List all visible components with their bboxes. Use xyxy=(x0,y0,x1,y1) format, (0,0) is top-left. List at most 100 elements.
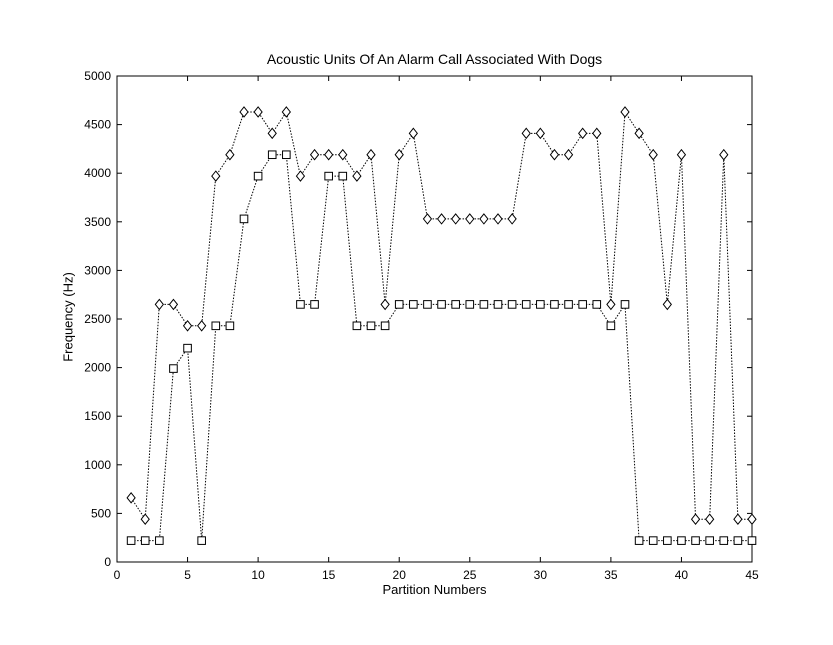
series-1-marker xyxy=(690,513,701,526)
series-1-marker xyxy=(535,127,545,140)
series-2-marker xyxy=(437,300,446,309)
series-2-marker xyxy=(634,536,644,545)
series-1-marker xyxy=(295,170,306,182)
series-2-marker xyxy=(493,300,503,309)
series-2-marker xyxy=(677,536,686,545)
series-2-marker xyxy=(521,300,531,309)
series-1-marker xyxy=(281,106,291,118)
series-2-marker xyxy=(253,171,263,181)
series-2-marker xyxy=(409,300,418,309)
x-tick-label: 35 xyxy=(604,568,618,582)
series-2-marker xyxy=(705,536,714,545)
series-1-marker xyxy=(380,298,390,311)
series-2-marker xyxy=(663,536,672,545)
series-2-marker xyxy=(592,300,602,309)
y-tick-label: 2000 xyxy=(84,361,111,375)
series-2-marker xyxy=(691,536,700,545)
y-tick-label: 3500 xyxy=(84,215,111,229)
series-1-marker xyxy=(662,298,672,311)
series-2-marker xyxy=(324,171,333,181)
series-1-marker xyxy=(493,213,503,225)
series-1-marker xyxy=(253,106,263,118)
series-2-marker xyxy=(197,536,206,545)
series-2-marker xyxy=(536,300,545,309)
series-1-marker xyxy=(507,213,517,225)
series-1-marker xyxy=(267,127,277,140)
series-1-marker xyxy=(719,148,729,161)
series-2-marker xyxy=(352,321,362,331)
series-2-marker xyxy=(451,300,460,309)
y-tick-label: 4500 xyxy=(84,118,111,132)
series-1-marker xyxy=(211,170,221,182)
x-tick-label: 10 xyxy=(251,568,265,582)
y-tick-label: 1000 xyxy=(84,458,111,472)
chart-title: Acoustic Units Of An Alarm Call Associat… xyxy=(266,51,603,67)
series-1-marker xyxy=(126,492,136,504)
series-2-marker xyxy=(620,300,630,309)
series-1-marker xyxy=(549,148,560,161)
series-2-marker xyxy=(338,171,348,181)
series-2-marker xyxy=(648,536,658,545)
series-1-marker xyxy=(705,513,715,526)
series-2-marker xyxy=(578,300,587,309)
series-group xyxy=(126,106,757,545)
x-tick-label: 40 xyxy=(675,568,689,582)
series-1-marker xyxy=(578,127,588,140)
series-2-marker xyxy=(239,214,249,224)
series-2-marker xyxy=(267,150,277,160)
series-2-marker xyxy=(296,300,305,309)
series-1-marker xyxy=(324,148,334,161)
y-tick-label: 2500 xyxy=(84,312,111,326)
series-1-marker xyxy=(648,148,658,161)
y-tick-label: 5000 xyxy=(84,69,111,83)
series-1-marker xyxy=(436,213,447,225)
series-2-marker xyxy=(564,300,573,309)
series-1-marker xyxy=(747,513,757,526)
series-2-marker xyxy=(507,300,517,309)
series-1-marker xyxy=(366,148,376,161)
x-tick-label: 30 xyxy=(534,568,548,582)
x-tick-label: 20 xyxy=(393,568,407,582)
y-tick-label: 0 xyxy=(104,555,111,569)
series-2-marker xyxy=(550,300,559,309)
series-1-marker xyxy=(168,298,179,311)
series-1-marker xyxy=(408,127,418,140)
series-1-marker xyxy=(634,127,644,140)
series-1-marker xyxy=(563,148,574,161)
series-1-marker xyxy=(521,127,531,140)
series-2-marker xyxy=(225,321,235,331)
axes-box xyxy=(116,75,753,563)
series-1-marker xyxy=(465,213,475,225)
series-1-marker xyxy=(592,127,602,140)
series-1-marker xyxy=(676,148,687,161)
series-1-marker xyxy=(451,213,461,225)
series-2-marker xyxy=(747,536,757,545)
series-1-marker xyxy=(733,513,743,526)
axis-ticks: 0 5 10 15 20 25 30 35 40 45 0 500 1000 1500 2000 2500 30… xyxy=(84,69,759,582)
series-2-marker xyxy=(211,321,221,331)
series-2-marker xyxy=(479,300,489,309)
series-1-marker xyxy=(197,320,207,332)
series-2-marker xyxy=(183,343,192,353)
series-2-marker xyxy=(140,536,150,545)
series-1-marker xyxy=(225,148,235,161)
series-2-marker xyxy=(465,300,475,309)
series-1-marker xyxy=(239,106,249,118)
series-2-marker xyxy=(169,364,178,373)
series-1-marker xyxy=(422,213,433,225)
series-1-marker xyxy=(352,170,362,182)
series-1-marker xyxy=(479,213,489,225)
y-tick-label: 3000 xyxy=(84,263,111,277)
y-tick-label: 4000 xyxy=(84,166,111,180)
series-1-marker xyxy=(140,513,150,526)
series-1-marker xyxy=(338,148,348,161)
series-1-marker xyxy=(620,106,630,118)
y-tick-label: 500 xyxy=(91,506,111,520)
series-2-marker xyxy=(380,321,390,331)
series-2-marker xyxy=(733,536,743,545)
series-1-marker xyxy=(309,148,320,161)
series-2-marker xyxy=(423,300,432,309)
series-2-marker xyxy=(394,300,404,309)
